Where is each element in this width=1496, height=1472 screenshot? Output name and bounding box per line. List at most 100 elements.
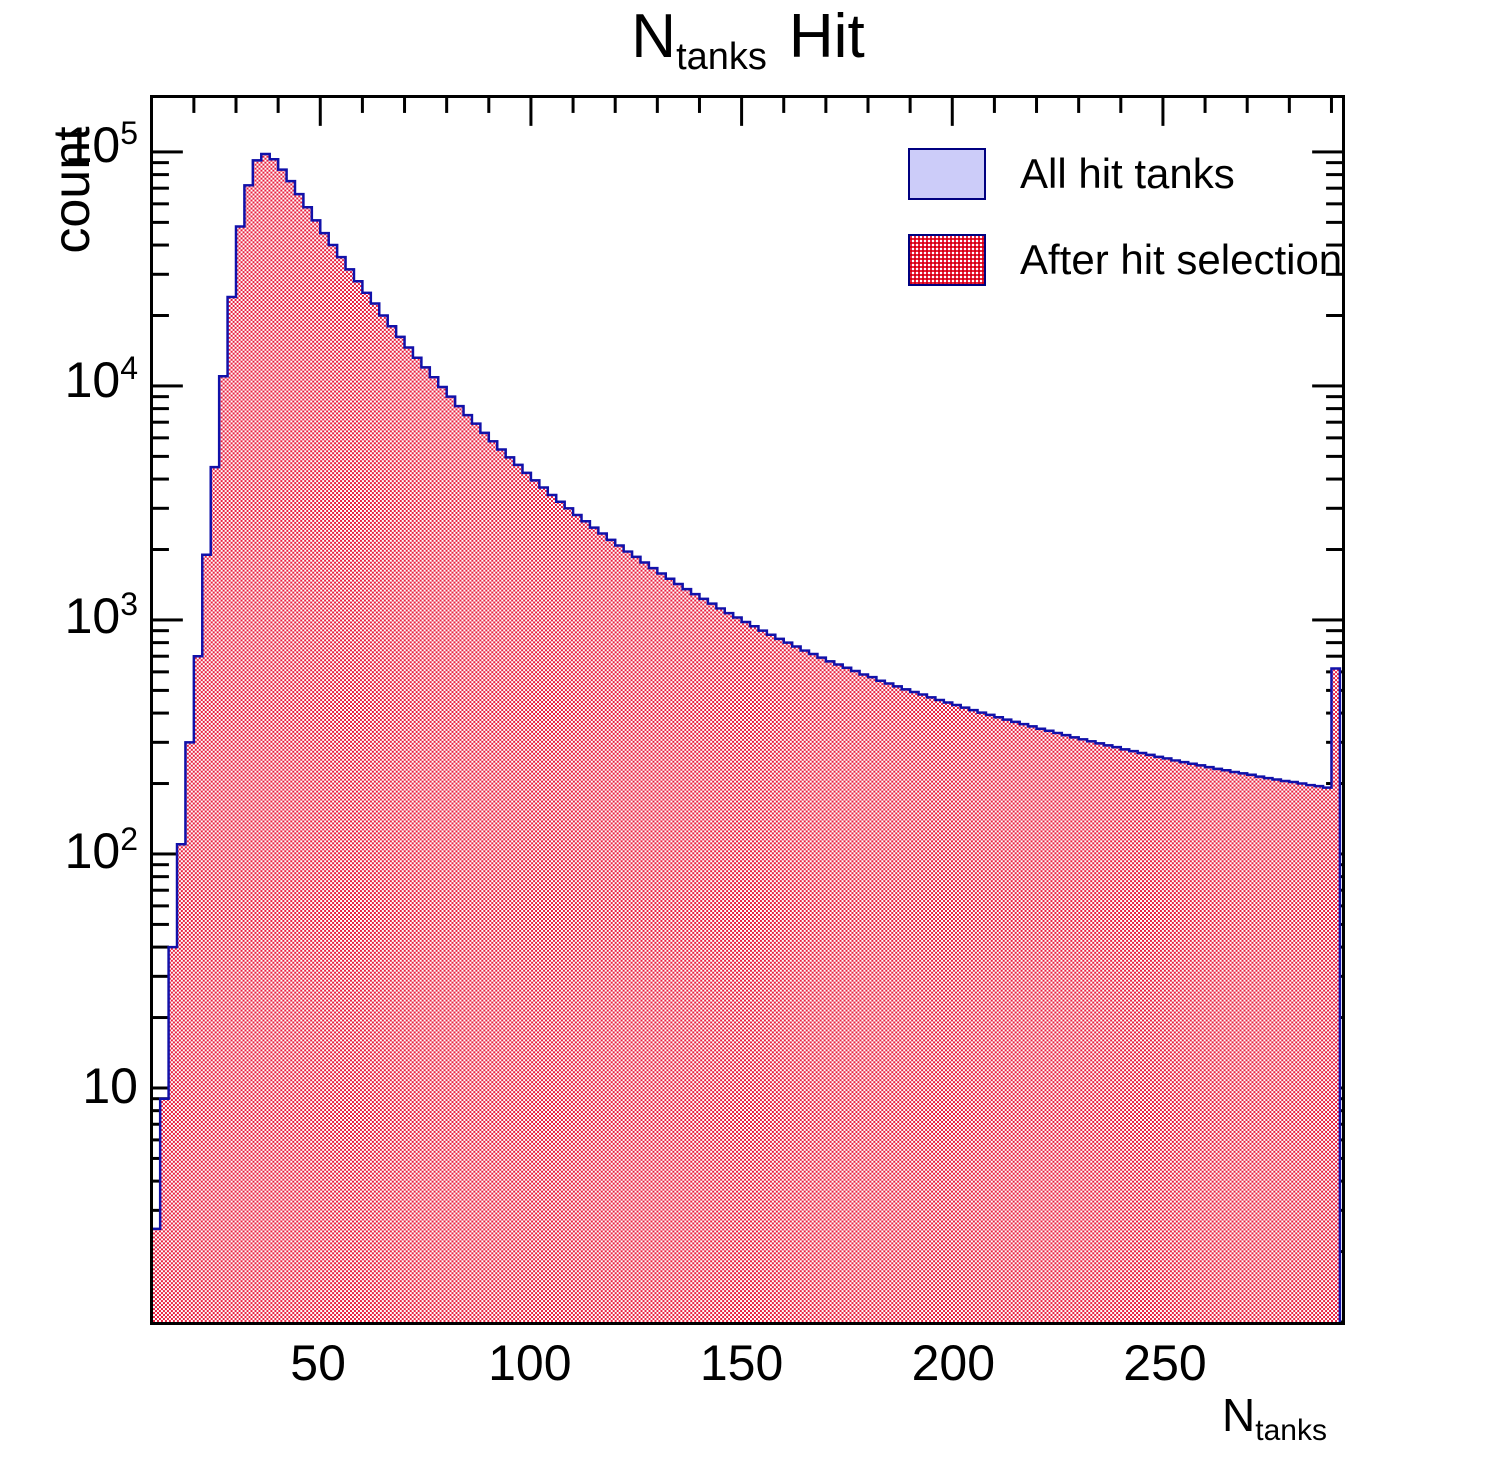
x-minor-tick-top (1245, 98, 1249, 113)
x-major-tick-top (1161, 98, 1165, 126)
y-minor-tick-right (1326, 186, 1342, 190)
y-major-tick (153, 150, 183, 154)
y-major-tick-right (1312, 618, 1342, 622)
plot-frame (150, 95, 1345, 1325)
y-minor-tick (153, 243, 169, 247)
y-minor-tick-right (1326, 506, 1342, 510)
histogram-series-after-hit-selection (153, 152, 1342, 1322)
y-minor-tick (153, 670, 169, 674)
y-minor-tick (153, 477, 169, 481)
y-major-tick (153, 618, 183, 622)
y-minor-tick (153, 922, 169, 926)
y-minor-tick (153, 454, 169, 458)
y-minor-tick (153, 314, 169, 317)
y-minor-tick-right (1326, 202, 1342, 206)
x-major-tick-top (740, 98, 744, 126)
x-major-tick-top (529, 98, 533, 126)
x-tick-label: 100 (488, 1335, 572, 1391)
x-axis-title-main: N (1222, 1389, 1256, 1441)
x-minor-tick-top (697, 98, 701, 113)
y-minor-tick (153, 974, 169, 978)
x-minor-tick-top (782, 98, 786, 113)
x-major-tick-top (950, 98, 954, 126)
y-tick-label: 104 (64, 350, 138, 409)
x-minor-tick-top (192, 98, 196, 113)
x-tick-label: 150 (699, 1335, 784, 1391)
y-minor-tick-right (1326, 420, 1342, 424)
y-minor-tick (153, 863, 169, 867)
y-minor-tick-right (1326, 629, 1342, 633)
x-minor-tick-top (1035, 98, 1039, 113)
y-minor-tick (153, 186, 169, 190)
y-minor-tick-right (1326, 272, 1342, 276)
x-tick-label: 50 (290, 1335, 346, 1391)
y-minor-tick (153, 407, 169, 411)
title-subscript: tanks (676, 36, 767, 78)
y-minor-tick (153, 740, 169, 744)
y-minor-tick-right (1326, 654, 1342, 658)
y-minor-tick-right (1326, 220, 1342, 224)
x-major-tick-top (318, 98, 322, 126)
page-title: Ntanks Hit (0, 2, 1496, 77)
legend-swatch-after-hit-selection (908, 234, 986, 286)
y-minor-tick (153, 641, 169, 645)
legend-entry-all-hit-tanks: All hit tanks (908, 148, 1308, 202)
y-minor-tick-right (1326, 641, 1342, 645)
x-minor-tick-top (1119, 98, 1123, 113)
y-tick-label: 105 (64, 115, 138, 174)
x-minor-tick-top (487, 98, 491, 113)
legend-entry-after-hit-selection: After hit selection (908, 234, 1342, 288)
y-minor-tick-right (1326, 436, 1342, 440)
y-minor-tick (153, 173, 169, 177)
y-minor-tick-right (1326, 454, 1342, 458)
x-minor-tick-top (276, 98, 280, 113)
y-minor-tick (153, 272, 169, 276)
x-axis-title-subscript: tanks (1255, 1414, 1327, 1447)
y-major-tick (153, 852, 183, 856)
x-minor-tick-top (824, 98, 828, 113)
x-minor-tick-top (1329, 98, 1333, 113)
x-tick-label: 200 (911, 1335, 996, 1391)
x-minor-tick-top (234, 98, 238, 113)
y-minor-tick (153, 654, 169, 658)
y-tick-label: 102 (64, 820, 138, 879)
x-minor-tick-top (1077, 98, 1081, 113)
y-minor-tick-right (1326, 173, 1342, 177)
y-minor-tick (153, 629, 169, 633)
legend-swatch-all-hit-tanks (908, 148, 986, 200)
x-minor-tick-top (445, 98, 449, 113)
x-minor-tick-top (655, 98, 659, 113)
x-minor-tick-top (1287, 98, 1291, 113)
x-minor-tick-top (908, 98, 912, 113)
y-minor-tick (153, 711, 169, 715)
y-minor-tick (153, 395, 169, 399)
legend-label-after-hit-selection: After hit selection (1020, 236, 1343, 283)
y-minor-tick (153, 506, 169, 510)
y-minor-tick (153, 945, 169, 949)
y-minor-tick (153, 875, 169, 879)
y-minor-tick-right (1326, 395, 1342, 399)
x-axis-title: Ntanks (1222, 1388, 1327, 1447)
y-minor-tick (153, 548, 169, 552)
title-main: N (631, 2, 677, 71)
x-minor-tick-top (866, 98, 870, 113)
x-minor-tick-top (613, 98, 617, 113)
y-minor-tick (153, 436, 169, 440)
histogram-plot-area (153, 98, 1342, 1322)
y-major-tick (153, 384, 183, 388)
legend-label-all-hit-tanks: All hit tanks (1020, 150, 1235, 197)
y-minor-tick-right (1326, 161, 1342, 165)
y-minor-tick-right (1326, 407, 1342, 411)
x-tick-label: 250 (1123, 1335, 1207, 1391)
y-minor-tick (153, 1016, 169, 1020)
y-major-tick-right (1312, 150, 1342, 154)
y-minor-tick (153, 161, 169, 165)
y-minor-tick (153, 420, 169, 424)
y-minor-tick (153, 904, 169, 908)
x-minor-tick-top (1203, 98, 1207, 113)
x-minor-tick-top (360, 98, 364, 113)
x-minor-tick-top (992, 98, 996, 113)
x-minor-tick-top (403, 98, 407, 113)
y-minor-tick-right (1326, 477, 1342, 481)
